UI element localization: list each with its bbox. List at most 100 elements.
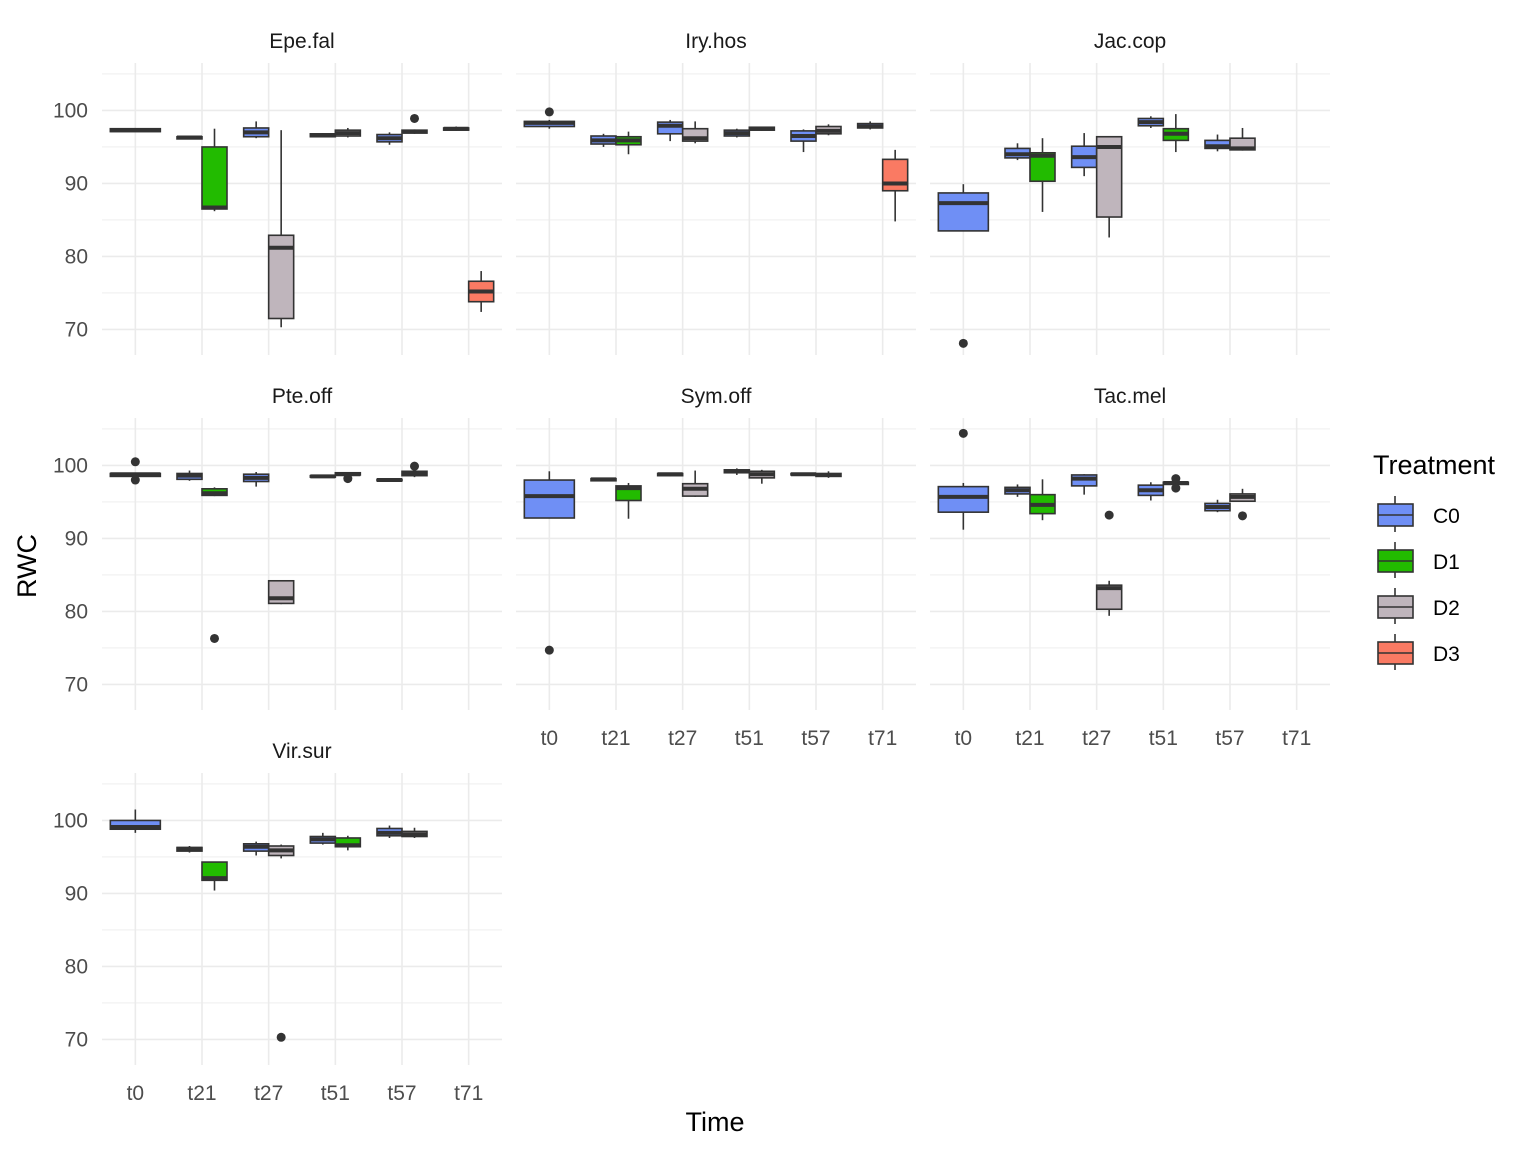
box-t27-D2: [1095, 135, 1123, 238]
y-tick-label: 90: [65, 527, 88, 550]
box-t27-D2: [267, 579, 295, 605]
facet-title: Epe.fal: [269, 30, 334, 53]
box-t71-C0: [442, 126, 470, 131]
x-tick-label: t57: [387, 1082, 416, 1105]
box-iqr: [881, 158, 909, 192]
box-t51-C0: [309, 133, 337, 138]
outlier-point: [544, 107, 554, 117]
y-tick-label: 70: [65, 1028, 88, 1051]
box-t57-C0: [376, 132, 403, 145]
box-iqr: [201, 146, 228, 210]
box-t21-D1: [1029, 138, 1056, 212]
box-t27-D2: [267, 130, 295, 328]
x-tick-label: t51: [321, 1082, 350, 1105]
box-t0-C0: [523, 471, 576, 655]
outlier-point: [958, 338, 968, 348]
y-tick-label: 80: [65, 955, 88, 978]
facet-title: Tac.mel: [1094, 385, 1166, 408]
x-tick-label: t71: [868, 727, 897, 750]
box-t57-C0: [1204, 499, 1231, 513]
outlier-point: [410, 461, 419, 471]
box-t71-D3: [881, 149, 909, 222]
x-tick-label: t0: [955, 727, 973, 750]
box-t21-D1: [615, 482, 642, 519]
box-t27-C0: [1070, 133, 1098, 177]
y-tick-label: 80: [65, 600, 88, 623]
box-t21-C0: [176, 470, 203, 481]
box-t57-C0: [376, 825, 403, 838]
y-tick-label: 100: [53, 809, 88, 832]
outlier-point: [130, 475, 140, 485]
box-t57-C0: [1204, 134, 1231, 152]
facet-title: Vir.sur: [272, 740, 331, 763]
box-t21-D1: [1029, 479, 1056, 521]
x-tick-label: t21: [1015, 727, 1044, 750]
y-tick-label: 70: [65, 673, 88, 696]
box-t51-D1: [1162, 114, 1190, 153]
box-t27-D2: [681, 121, 709, 144]
outlier-point: [130, 457, 140, 467]
legend-key-c0: C0: [1377, 496, 1460, 532]
box-iqr: [109, 819, 162, 831]
box-t27-C0: [1070, 474, 1098, 495]
box-t21-D1: [201, 861, 228, 891]
box-t21-C0: [590, 133, 617, 147]
facet-title: Pte.off: [272, 385, 332, 408]
y-tick-label: 90: [65, 172, 88, 195]
box-t51-D2: [334, 471, 362, 484]
facet-panel-pte-off: Pte.off 70 80 90 100: [53, 385, 502, 710]
y-tick-label: 100: [53, 454, 88, 477]
box-t21-D1: [201, 128, 228, 212]
x-tick-label: t57: [1215, 727, 1244, 750]
facet-title: Jac.cop: [1094, 30, 1166, 53]
outlier-point: [1171, 483, 1181, 493]
y-tick-label: 100: [53, 99, 88, 122]
facet-panel-sym-off: Sym.off t0 t21 t27 t51 t57 t71: [516, 385, 916, 750]
facet-panel-iry-hos: Iry.hos: [516, 30, 916, 355]
outlier-point: [1238, 511, 1247, 521]
box-t0-C0: [109, 127, 162, 133]
box-iqr: [523, 479, 576, 519]
x-tick-label: t21: [601, 727, 630, 750]
x-tick-label: t0: [541, 727, 559, 750]
box-t0-C0: [523, 107, 576, 129]
box-t57-C0: [376, 478, 403, 483]
box-t0-C0: [937, 184, 990, 348]
box-iqr: [201, 861, 228, 882]
x-tick-label: t71: [454, 1082, 483, 1105]
facet-panel-jac-cop: Jac.cop: [930, 30, 1330, 355]
box-t51-C0: [723, 468, 751, 475]
outlier-point: [544, 645, 554, 655]
outlier-point: [1104, 510, 1114, 520]
legend-key-d3: D3: [1377, 634, 1460, 670]
box-t71-C0: [856, 121, 884, 130]
box-t21-C0: [590, 477, 617, 482]
box-t51-D1: [334, 835, 362, 851]
outlier-point: [958, 428, 968, 438]
legend-label: C0: [1433, 505, 1460, 528]
legend-label: D1: [1433, 551, 1460, 574]
x-tick-label: t27: [254, 1082, 283, 1105]
box-t51-D2: [1162, 474, 1190, 493]
box-iqr: [1095, 135, 1123, 218]
legend-label: D3: [1433, 643, 1460, 666]
y-tick-label: 70: [65, 318, 88, 341]
facet-panel-epe-fal: Epe.fal 70 80 90 100: [53, 30, 502, 355]
x-tick-label: t0: [127, 1082, 145, 1105]
x-tick-label: t27: [668, 727, 697, 750]
legend-key-d2: D2: [1377, 588, 1460, 624]
x-tick-label: t21: [187, 1082, 216, 1105]
x-tick-label: t57: [801, 727, 830, 750]
box-t21-D1: [615, 131, 642, 155]
box-t57-C0: [790, 129, 817, 153]
box-t27-C0: [242, 841, 270, 856]
box-t21-C0: [1004, 143, 1031, 161]
box-iqr: [937, 192, 990, 232]
facet-title: Sym.off: [681, 385, 752, 408]
box-t71-D3: [467, 271, 495, 312]
box-t57-D2: [815, 471, 842, 478]
outlier-point: [276, 1032, 286, 1042]
legend-title: Treatment: [1373, 450, 1496, 480]
box-t0-C0: [937, 428, 990, 530]
